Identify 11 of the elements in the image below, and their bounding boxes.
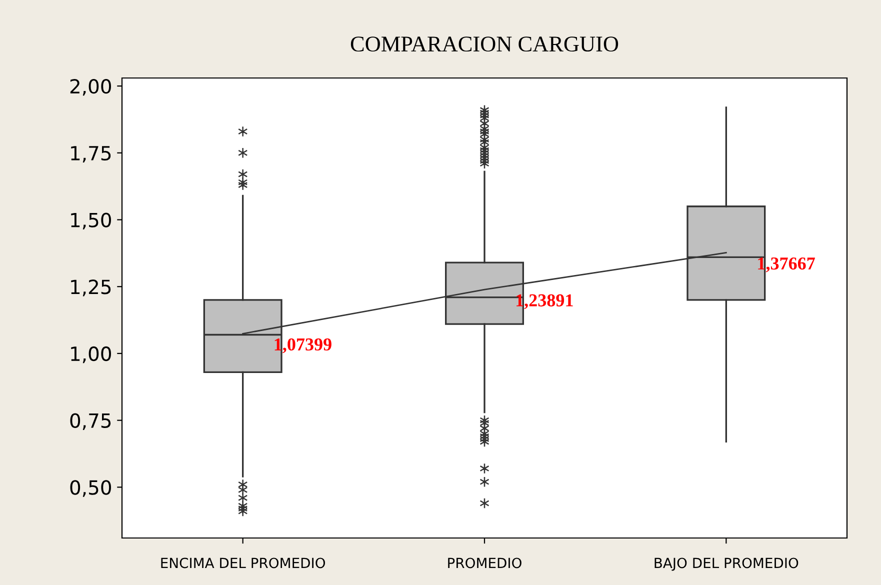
chart-title: COMPARACION CARGUIO [350, 36, 618, 52]
x-tick-label: BAJO DEL PROMEDIO [654, 558, 798, 571]
y-tick-label: 1,50 [71, 212, 111, 230]
y-tick-label: 1,25 [71, 280, 111, 296]
y-tick-label: 0,50 [70, 480, 111, 497]
x-tick-label: PROMEDIO [448, 558, 522, 568]
y-tick-label: 1,00 [71, 346, 111, 364]
x-tick-label: ENCIMA DEL PROMEDIO [161, 558, 326, 568]
y-tick-label: 0,75 [70, 413, 111, 430]
y-tick-label: 2,00 [70, 78, 111, 96]
y-tick-label: 1,75 [71, 146, 111, 163]
